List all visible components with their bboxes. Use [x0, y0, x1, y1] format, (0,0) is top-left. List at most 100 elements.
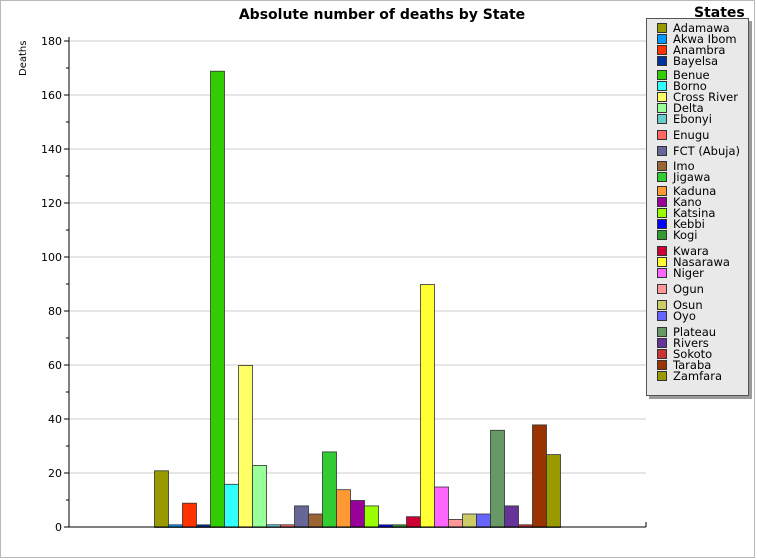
legend-label: Niger	[673, 266, 704, 280]
legend-label: Anambra	[673, 43, 726, 57]
legend-item: Akwa Ibom	[647, 33, 737, 45]
legend-item: Borno	[647, 80, 707, 92]
legend-label: FCT (Abuja)	[673, 144, 740, 158]
legend: Adamawa Akwa Ibom Anambra Bayelsa Benue Borno…	[646, 18, 749, 396]
legend-label: Benue	[673, 68, 710, 82]
legend-swatch	[657, 23, 667, 33]
bar	[504, 505, 519, 528]
legend-label: Nasarawa	[673, 255, 730, 269]
bar	[532, 424, 547, 528]
legend-label: Osun	[673, 298, 703, 312]
bar	[546, 454, 561, 528]
legend-item: Benue	[647, 69, 710, 81]
legend-swatch	[657, 197, 667, 207]
y-tick-label: 180	[41, 35, 62, 48]
legend-swatch	[657, 300, 667, 310]
legend-swatch	[657, 311, 667, 321]
y-tick-label: 0	[55, 521, 62, 534]
legend-swatch	[657, 34, 667, 44]
bar	[224, 483, 239, 528]
legend-item: Anambra	[647, 44, 725, 56]
legend-swatch	[657, 268, 667, 278]
legend-swatch	[657, 146, 667, 156]
legend-swatch	[657, 114, 667, 124]
legend-label: Imo	[673, 159, 695, 173]
legend-label: Sokoto	[673, 347, 713, 361]
legend-label: Kebbi	[673, 217, 705, 231]
legend-swatch	[657, 161, 667, 171]
legend-item: Taraba	[647, 359, 711, 371]
legend-item: Kogi	[647, 229, 698, 241]
y-tick-label: 100	[41, 251, 62, 264]
legend-label: Ebonyi	[673, 112, 712, 126]
legend-label: Borno	[673, 79, 707, 93]
legend-label: Enugu	[673, 128, 710, 142]
bar	[322, 451, 337, 528]
legend-item: Niger	[647, 267, 704, 279]
bar	[490, 429, 505, 528]
legend-title: States	[694, 5, 745, 21]
legend-label: Jigawa	[673, 170, 711, 184]
bar	[154, 470, 169, 528]
legend-item: Zamfara	[647, 370, 722, 382]
legend-label: Kwara	[673, 244, 709, 258]
legend-swatch	[657, 208, 667, 218]
legend-item: Kaduna	[647, 185, 716, 197]
legend-item: Jigawa	[647, 171, 710, 183]
legend-swatch	[657, 103, 667, 113]
legend-swatch	[657, 219, 667, 229]
bar	[336, 489, 351, 528]
legend-item: Adamawa	[647, 22, 730, 34]
legend-label: Oyo	[673, 309, 696, 323]
legend-item: Oyo	[647, 310, 696, 322]
bar	[350, 500, 365, 528]
legend-swatch	[657, 92, 667, 102]
legend-item: Cross River	[647, 91, 738, 103]
legend-swatch	[657, 360, 667, 370]
bar	[406, 516, 421, 528]
y-tick-label: 20	[48, 467, 62, 480]
legend-label: Zamfara	[673, 369, 722, 383]
y-tick-label: 120	[41, 197, 62, 210]
legend-swatch	[657, 257, 667, 267]
legend-item: Osun	[647, 299, 703, 311]
legend-swatch	[657, 45, 667, 55]
bar	[252, 464, 267, 528]
bar	[420, 284, 435, 528]
legend-label: Akwa Ibom	[673, 32, 737, 46]
legend-swatch	[657, 371, 667, 381]
legend-swatch	[657, 81, 667, 91]
legend-label: Katsina	[673, 206, 716, 220]
bar	[476, 513, 491, 528]
bar	[238, 365, 253, 528]
legend-label: Kano	[673, 195, 702, 209]
chart-title: Absolute number of deaths by State	[238, 7, 526, 23]
legend-swatch	[657, 327, 667, 337]
legend-swatch	[657, 70, 667, 80]
legend-label: Kaduna	[673, 184, 717, 198]
y-tick-label: 160	[41, 89, 62, 102]
bar	[294, 505, 309, 528]
y-tick-label: 40	[48, 413, 62, 426]
legend-label: Adamawa	[673, 21, 730, 35]
y-tick-label: 60	[48, 359, 62, 372]
legend-swatch	[657, 130, 667, 140]
legend-label: Bayelsa	[673, 54, 719, 68]
bar	[210, 70, 225, 528]
legend-swatch	[657, 56, 667, 66]
legend-swatch	[657, 349, 667, 359]
bar	[434, 486, 449, 528]
legend-label: Cross River	[673, 90, 738, 104]
legend-item: Bayelsa	[647, 55, 718, 67]
legend-item: Sokoto	[647, 348, 712, 360]
y-tick-label: 80	[48, 305, 62, 318]
legend-item: Imo	[647, 160, 695, 172]
bar	[364, 505, 379, 528]
legend-label: Plateau	[673, 325, 717, 339]
legend-swatch	[657, 284, 667, 294]
legend-item: Enugu	[647, 129, 709, 141]
legend-item: Kano	[647, 196, 702, 208]
legend-item: Rivers	[647, 337, 709, 349]
y-tick-label: 140	[41, 143, 62, 156]
